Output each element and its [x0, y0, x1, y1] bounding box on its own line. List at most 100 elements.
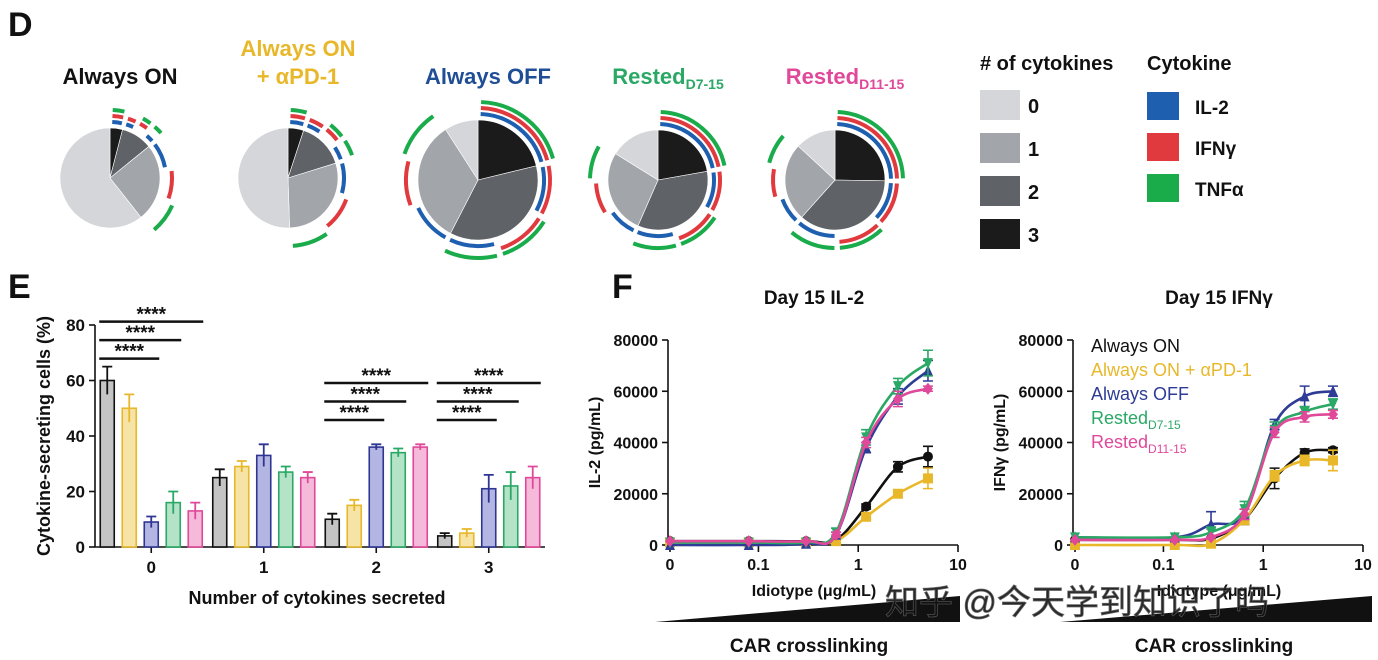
- y-tick-label: 60000: [1019, 384, 1064, 401]
- footer-label: CAR crosslinking: [730, 636, 888, 657]
- pie-wedge: [784, 145, 836, 218]
- cytokine-arc: [152, 204, 175, 232]
- cytokine-arc: [343, 139, 354, 156]
- data-point: [1239, 508, 1250, 521]
- x-tick-label: 0.1: [1152, 557, 1174, 574]
- data-point: [1269, 426, 1280, 439]
- significance-label: ****: [463, 385, 493, 406]
- error-bar: [393, 447, 404, 457]
- cytokine-arc: [139, 122, 149, 130]
- bar: [121, 407, 138, 548]
- legend-entry-sub: D7-15: [1148, 418, 1181, 432]
- pie-wedge: [834, 129, 886, 182]
- cytokine-arc: [416, 207, 447, 240]
- chart-title: Day 15 IFNγ: [1165, 288, 1273, 309]
- data-point: [861, 436, 872, 449]
- pie-title-main: Always OFF: [425, 64, 551, 89]
- error-bar: [349, 498, 360, 511]
- legend-label: IL-2: [1195, 98, 1229, 119]
- legend-label: TNFα: [1195, 180, 1244, 201]
- legend-entry-main: Rested: [1091, 408, 1148, 428]
- cytokine-arc: [837, 116, 899, 179]
- error-bar: [190, 501, 201, 520]
- pie-wedge: [607, 153, 659, 227]
- cytokine-arc: [290, 108, 308, 115]
- data-point: [861, 501, 872, 512]
- data-point: [1327, 408, 1338, 421]
- y-tick-label: 40000: [1019, 436, 1064, 453]
- legend-label: 1: [1028, 139, 1039, 161]
- legend-swatch: [1147, 133, 1179, 161]
- data-point: [1269, 470, 1280, 481]
- legend-title: # of cytokines: [980, 53, 1113, 75]
- legend-label: 3: [1028, 225, 1039, 247]
- cytokine-arc: [705, 172, 716, 209]
- cytokine-arc: [780, 198, 798, 222]
- series-line: [1074, 458, 1334, 548]
- y-tick-label: 40000: [614, 436, 659, 453]
- pie-wedge: [287, 130, 337, 179]
- pie-title: Always ON: [63, 64, 178, 89]
- cytokine-arc: [166, 170, 174, 200]
- cytokine-arc: [402, 114, 435, 155]
- cytokine-arc: [710, 171, 722, 211]
- error-bar: [258, 443, 269, 467]
- cytokine-arc: [767, 134, 785, 164]
- data-point: [1327, 385, 1338, 397]
- cytokine-arc: [798, 221, 835, 238]
- bar: [299, 476, 316, 548]
- data-point: [1206, 538, 1217, 549]
- error-bar: [146, 515, 157, 528]
- data-point: [1327, 455, 1338, 466]
- error-bar: [461, 528, 472, 538]
- bar: [211, 476, 228, 548]
- data-point: [922, 473, 933, 484]
- pie-wedge: [237, 127, 290, 229]
- y-tick-label: 0: [1054, 538, 1063, 555]
- legend-swatch: [980, 90, 1020, 120]
- y-tick-label: 80: [66, 316, 85, 335]
- x-tick-label: 2: [372, 558, 381, 577]
- error-bar: [280, 465, 291, 478]
- legend-entry-main: Always ON: [1091, 336, 1180, 356]
- data-point: [1070, 533, 1080, 546]
- pie-title-main: Always ON: [63, 64, 178, 89]
- y-tick-label: 0: [649, 538, 658, 555]
- cytokine-arc: [594, 183, 607, 214]
- cytokine-arc: [449, 237, 495, 248]
- cytokine-arc: [153, 143, 167, 168]
- pie-wedge: [477, 119, 537, 181]
- cytokine-arc: [127, 116, 137, 124]
- data-point: [665, 535, 675, 548]
- footer-label: CAR crosslinking: [1135, 636, 1293, 657]
- legend-swatch: [980, 176, 1020, 206]
- x-axis-label: Idiotype (μg/mL): [752, 583, 876, 600]
- legend-swatch: [1147, 92, 1179, 120]
- cytokine-arc: [145, 134, 154, 143]
- significance-label: ****: [125, 323, 155, 344]
- data-point: [1206, 531, 1217, 544]
- legend-entry-main: Always ON + αPD-1: [1091, 360, 1252, 380]
- pie-title-sub: D7-15: [686, 76, 724, 92]
- cytokine-arc: [879, 183, 899, 224]
- watermark: 知乎 @今天学到知识了吗: [885, 584, 1269, 622]
- legend-entry: RestedD11-15: [1091, 432, 1187, 456]
- bar: [412, 446, 429, 548]
- cytokine-arc: [502, 220, 546, 256]
- cytokine-arc: [444, 248, 498, 260]
- data-point: [922, 358, 933, 370]
- error-bar: [505, 471, 516, 500]
- y-tick-label: 20000: [1019, 487, 1064, 504]
- cytokine-arc: [680, 216, 717, 246]
- cytokine-arc: [141, 116, 152, 125]
- error-bar: [102, 365, 113, 395]
- cytokine-arc: [290, 120, 304, 127]
- error-bar: [124, 393, 135, 423]
- y-tick-label: 0: [76, 538, 85, 557]
- cytokine-arc: [660, 122, 715, 169]
- legend-entry-sub: D11-15: [1148, 442, 1187, 456]
- cytokine-arc: [480, 106, 550, 161]
- legend-entry: Always OFF: [1091, 384, 1189, 404]
- cytokine-arc: [333, 146, 343, 160]
- pie-title: RestedD11-15: [786, 64, 905, 92]
